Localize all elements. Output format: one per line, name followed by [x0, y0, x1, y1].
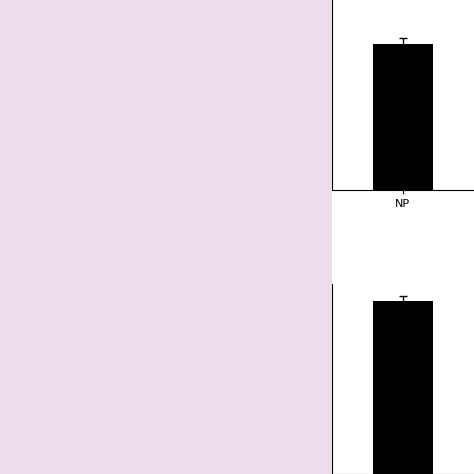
Y-axis label: Testicular area (%): Testicular area (%)	[298, 334, 308, 425]
Bar	[373, 44, 432, 190]
Bar	[373, 301, 432, 474]
Y-axis label: Sertoli cells per μm of basal lamina: Sertoli cells per μm of basal lamina	[289, 9, 299, 181]
